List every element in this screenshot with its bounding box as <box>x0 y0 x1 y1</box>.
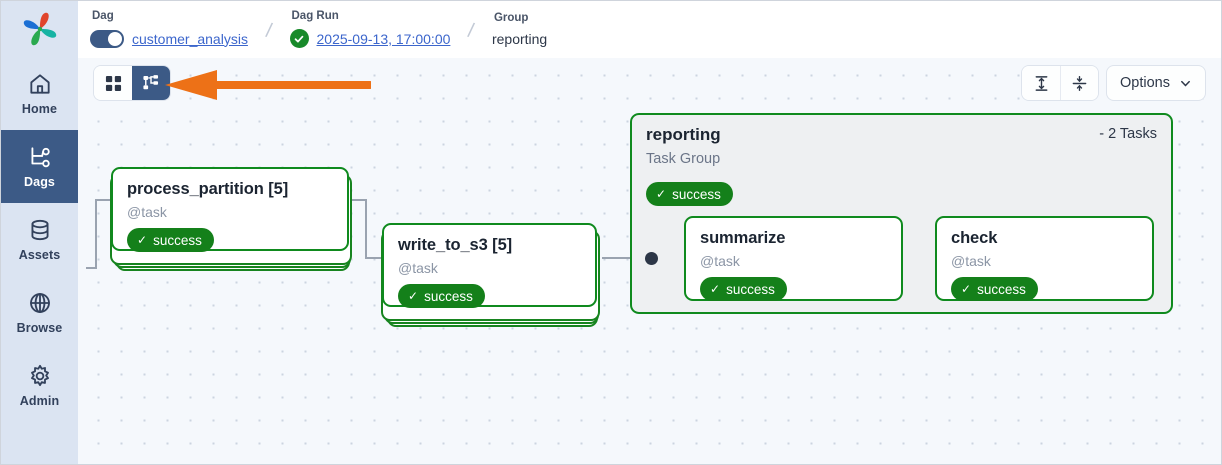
task-group-status-text: success <box>672 186 721 202</box>
task-group-count[interactable]: - 2 Tasks <box>1099 126 1157 142</box>
check-icon: ✓ <box>408 289 419 303</box>
graph-canvas[interactable]: reporting Task Group - 2 Tasks ✓ success… <box>78 58 1221 464</box>
toggle-knob <box>108 31 122 46</box>
sidebar-item-admin-label: Admin <box>19 394 60 409</box>
task-node-title: process_partition [5] <box>127 180 289 198</box>
breadcrumb: Dag customer_analysis / Dag Run 2025-09-… <box>78 1 1221 58</box>
task-node-title: write_to_s3 [5] <box>398 236 513 254</box>
arrows-collapse-icon <box>1072 75 1087 91</box>
task-node-subtitle: @task <box>700 253 740 269</box>
breadcrumb-separator-1: / <box>264 19 274 43</box>
sidebar-item-dags[interactable]: Dags <box>1 130 78 203</box>
sidebar-item-browse[interactable]: Browse <box>1 276 78 349</box>
task-node-title: check <box>951 229 998 247</box>
options-dropdown[interactable]: Options <box>1107 66 1205 100</box>
sidebar-item-browse-label: Browse <box>16 321 63 336</box>
graph-controls: Options <box>1022 66 1205 100</box>
task-status-badge: ✓ success <box>951 277 1038 301</box>
dag-pause-toggle[interactable] <box>90 29 124 48</box>
breadcrumb-group: Group reporting <box>492 7 547 53</box>
task-node-write-to-s3[interactable]: write_to_s3 [5] @task ✓ success <box>382 223 597 308</box>
breadcrumb-dag: Dag customer_analysis <box>90 7 248 53</box>
check-circle-icon <box>289 29 309 49</box>
sidebar-item-home[interactable]: Home <box>1 57 78 130</box>
task-status-text: success <box>726 281 775 297</box>
edge-process-partition-to-write-to-s3 <box>350 199 384 259</box>
sidebar-item-assets[interactable]: Assets <box>1 203 78 276</box>
breadcrumb-dag-run: Dag Run 2025-09-13, 17:00:00 <box>289 7 451 53</box>
task-status-text: success <box>424 288 473 304</box>
globe-icon <box>29 293 50 314</box>
check-glyph-icon <box>294 35 304 43</box>
grid-icon <box>105 75 121 91</box>
task-node-title: summarize <box>700 229 786 247</box>
gear-icon <box>30 365 49 387</box>
task-node-process-partition[interactable]: process_partition [5] @task ✓ success <box>111 167 349 252</box>
sidebar-item-dags-label: Dags <box>24 175 55 190</box>
view-mode-toggle-group <box>94 66 170 100</box>
breadcrumb-dag-run-label: Dag Run <box>291 9 339 22</box>
database-icon <box>30 220 49 241</box>
arrows-vertical-icon <box>1035 75 1047 91</box>
task-group-status-badge: ✓ success <box>646 182 733 206</box>
breadcrumb-dag-label: Dag <box>92 10 114 23</box>
home-icon <box>29 74 50 94</box>
breadcrumb-group-label: Group <box>493 12 529 25</box>
breadcrumb-group-value: reporting <box>491 30 548 47</box>
graph-icon <box>143 75 159 90</box>
breadcrumb-dag-link[interactable]: customer_analysis <box>132 30 248 47</box>
airflow-pinwheel-logo-icon <box>23 12 56 46</box>
grid-view-button[interactable] <box>94 66 132 100</box>
check-icon: ✓ <box>961 282 972 296</box>
check-icon: ✓ <box>137 233 148 247</box>
chevron-down-icon <box>1181 80 1190 86</box>
horizontal-layout-button[interactable] <box>1060 66 1099 100</box>
task-status-badge: ✓ success <box>700 277 787 301</box>
task-node-subtitle: @task <box>127 204 167 220</box>
task-group-title: reporting <box>646 125 721 144</box>
task-status-text: success <box>977 281 1026 297</box>
sidebar-item-assets-label: Assets <box>18 248 61 263</box>
edge-junction-dot <box>645 252 658 265</box>
check-icon: ✓ <box>656 187 667 201</box>
breadcrumb-separator-2: / <box>466 19 476 43</box>
layout-direction-group <box>1022 66 1099 100</box>
sidebar-item-home-label: Home <box>21 102 58 117</box>
graph-view-button[interactable] <box>132 66 170 100</box>
task-node-subtitle: @task <box>951 253 991 269</box>
sidebar-item-admin[interactable]: Admin <box>1 349 78 422</box>
check-icon: ✓ <box>710 282 721 296</box>
annotation-arrow-icon <box>165 70 371 100</box>
task-status-text: success <box>153 232 202 248</box>
breadcrumb-dag-run-link[interactable]: 2025-09-13, 17:00:00 <box>316 30 451 47</box>
sidebar: Home Dags Assets <box>1 1 78 464</box>
task-node-check[interactable]: check @task ✓ success <box>935 216 1154 301</box>
task-status-badge: ✓ success <box>398 284 485 308</box>
task-group-subtitle: Task Group <box>646 151 721 167</box>
task-node-subtitle: @task <box>398 260 438 276</box>
options-label: Options <box>1120 75 1170 91</box>
airflow-logo[interactable] <box>1 1 78 57</box>
task-status-badge: ✓ success <box>127 228 214 252</box>
vertical-layout-button[interactable] <box>1022 66 1061 100</box>
task-node-summarize[interactable]: summarize @task ✓ success <box>684 216 903 301</box>
dag-icon <box>30 147 50 168</box>
